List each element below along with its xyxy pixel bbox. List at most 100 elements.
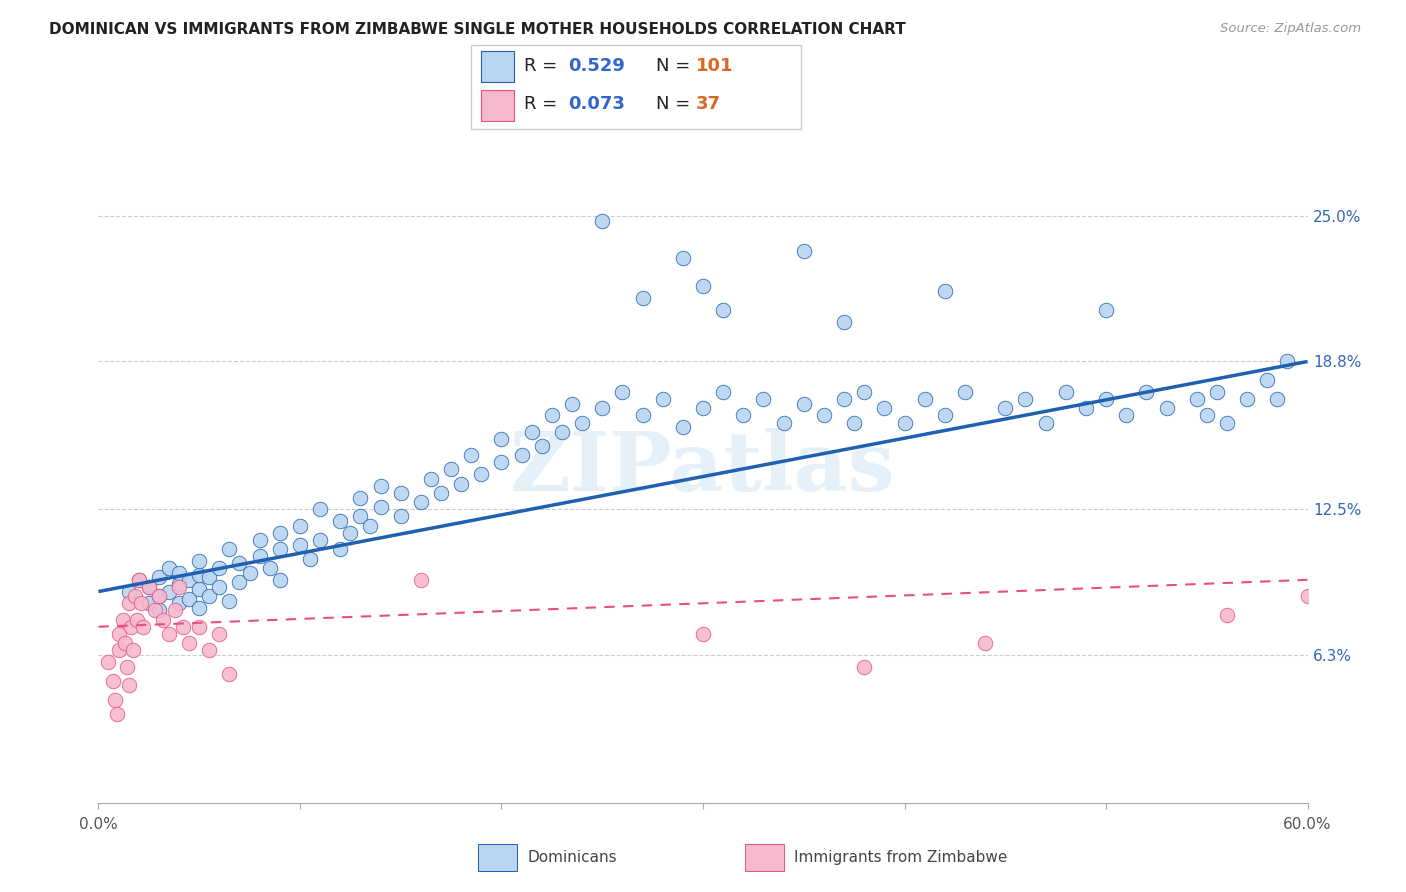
Point <box>1156 401 1178 416</box>
Point <box>179 636 201 650</box>
Point <box>853 659 876 673</box>
Point <box>1216 416 1239 430</box>
Point <box>118 678 141 692</box>
Point <box>551 425 574 439</box>
Point <box>198 570 221 584</box>
Point <box>148 589 170 603</box>
FancyBboxPatch shape <box>481 90 515 120</box>
Point <box>1256 373 1278 387</box>
Point <box>157 584 180 599</box>
Point <box>571 416 593 430</box>
Point <box>148 570 170 584</box>
Point <box>1135 384 1157 399</box>
Point <box>540 409 562 423</box>
Point <box>409 573 432 587</box>
Point <box>309 502 332 516</box>
Point <box>339 525 361 540</box>
Point <box>389 486 412 500</box>
Point <box>218 594 240 608</box>
Point <box>1095 392 1118 406</box>
Point <box>1195 409 1218 423</box>
Point <box>179 591 201 606</box>
Text: N =: N = <box>657 57 696 75</box>
Text: Dominicans: Dominicans <box>527 850 617 864</box>
Point <box>420 472 443 486</box>
Point <box>520 425 543 439</box>
Point <box>692 401 714 416</box>
Point <box>124 589 146 603</box>
Text: Source: ZipAtlas.com: Source: ZipAtlas.com <box>1220 22 1361 36</box>
Point <box>360 518 382 533</box>
Point <box>188 601 211 615</box>
Point <box>97 655 120 669</box>
Point <box>460 449 482 463</box>
Point <box>813 409 835 423</box>
Point <box>430 486 453 500</box>
Point <box>129 596 152 610</box>
Point <box>561 397 583 411</box>
Text: 0.529: 0.529 <box>568 57 626 75</box>
Text: 101: 101 <box>696 57 733 75</box>
Point <box>167 577 190 591</box>
Point <box>530 439 553 453</box>
Point <box>101 673 124 688</box>
Point <box>188 582 211 597</box>
Point <box>440 462 463 476</box>
Point <box>288 538 311 552</box>
Point <box>128 573 150 587</box>
Point <box>1277 354 1299 368</box>
Point <box>128 573 150 587</box>
Point <box>793 244 815 259</box>
Point <box>470 467 492 482</box>
Point <box>188 620 211 634</box>
Point <box>115 659 138 673</box>
Text: N =: N = <box>657 95 696 113</box>
Point <box>167 596 190 610</box>
Point <box>138 596 160 610</box>
Point <box>228 557 250 571</box>
Point <box>1014 392 1036 406</box>
Point <box>198 643 221 657</box>
Point <box>370 500 392 514</box>
Point <box>1095 302 1118 317</box>
Point <box>120 620 142 634</box>
Point <box>692 279 714 293</box>
Point <box>389 509 412 524</box>
Text: R =: R = <box>524 57 562 75</box>
Point <box>111 613 134 627</box>
Point <box>1296 589 1319 603</box>
Text: DOMINICAN VS IMMIGRANTS FROM ZIMBABWE SINGLE MOTHER HOUSEHOLDS CORRELATION CHART: DOMINICAN VS IMMIGRANTS FROM ZIMBABWE SI… <box>49 22 905 37</box>
Point <box>1216 607 1239 622</box>
Point <box>208 627 231 641</box>
Point <box>672 251 695 265</box>
Point <box>844 416 866 430</box>
Point <box>934 284 956 298</box>
Point <box>612 384 634 399</box>
Point <box>1035 416 1057 430</box>
Point <box>118 584 141 599</box>
Text: ZIPatlas: ZIPatlas <box>510 428 896 508</box>
Point <box>269 525 291 540</box>
Point <box>148 589 170 603</box>
Point <box>349 509 371 524</box>
Point <box>198 589 221 603</box>
Text: 0.073: 0.073 <box>568 95 626 113</box>
Point <box>974 636 997 650</box>
Point <box>692 627 714 641</box>
Point <box>591 213 613 227</box>
Point <box>752 392 775 406</box>
Point <box>179 573 201 587</box>
Point <box>1236 392 1258 406</box>
Point <box>167 580 190 594</box>
Point <box>188 554 211 568</box>
Point <box>163 603 186 617</box>
Point <box>228 575 250 590</box>
Point <box>651 392 673 406</box>
Point <box>711 384 734 399</box>
Point <box>208 580 231 594</box>
Point <box>218 666 240 681</box>
Point <box>121 643 143 657</box>
Point <box>138 580 160 594</box>
Point <box>208 561 231 575</box>
Point <box>249 533 271 547</box>
